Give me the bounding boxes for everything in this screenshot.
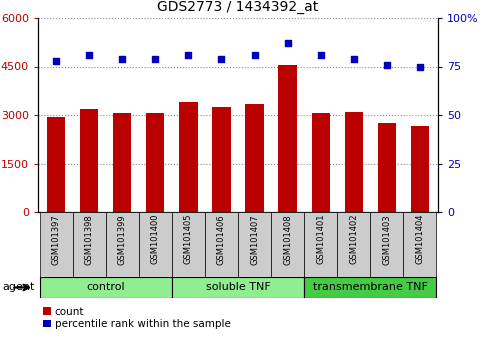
Bar [106,212,139,277]
Bar [73,212,106,277]
Bar [205,212,238,277]
Bar [304,212,337,277]
Text: GSM101404: GSM101404 [415,214,425,264]
Point [416,64,424,69]
Bar [271,212,304,277]
Bar [146,113,164,212]
Bar [337,212,370,277]
Text: GSM101402: GSM101402 [349,214,358,264]
Text: agent: agent [2,282,35,292]
Legend: count, percentile rank within the sample: count, percentile rank within the sample [43,307,230,329]
Bar [411,126,429,212]
Bar [304,277,436,298]
Text: GSM101401: GSM101401 [316,214,325,264]
Text: GSM101406: GSM101406 [217,214,226,264]
Bar [40,277,172,298]
Bar [344,112,363,212]
Point [152,56,159,62]
Text: GSM101405: GSM101405 [184,214,193,264]
Text: GSM101397: GSM101397 [52,214,61,265]
Point [383,62,391,67]
Point [118,56,126,62]
Text: control: control [86,282,125,292]
Text: GSM101408: GSM101408 [283,214,292,264]
Text: GSM101400: GSM101400 [151,214,160,264]
Bar [245,104,264,212]
Text: GDS2773 / 1434392_at: GDS2773 / 1434392_at [157,0,319,15]
Bar [172,212,205,277]
Point [350,56,357,62]
Bar [378,123,396,212]
Text: GSM101407: GSM101407 [250,214,259,264]
Bar [370,212,403,277]
Point [317,52,325,58]
Point [85,52,93,58]
Bar [179,102,198,212]
Point [52,58,60,63]
Bar [213,107,230,212]
Point [284,40,291,46]
Text: GSM101403: GSM101403 [382,214,391,264]
Bar [80,109,99,212]
Text: GSM101398: GSM101398 [85,214,94,265]
Point [251,52,258,58]
Bar [279,65,297,212]
Bar [47,116,65,212]
Bar [40,212,73,277]
Bar [403,212,436,277]
Text: transmembrane TNF: transmembrane TNF [313,282,427,292]
Point [185,52,192,58]
Bar [172,277,304,298]
Bar [238,212,271,277]
Point [218,56,226,62]
Bar [312,113,330,212]
Text: GSM101399: GSM101399 [118,214,127,264]
Bar [113,113,131,212]
Bar [139,212,172,277]
Text: soluble TNF: soluble TNF [206,282,270,292]
